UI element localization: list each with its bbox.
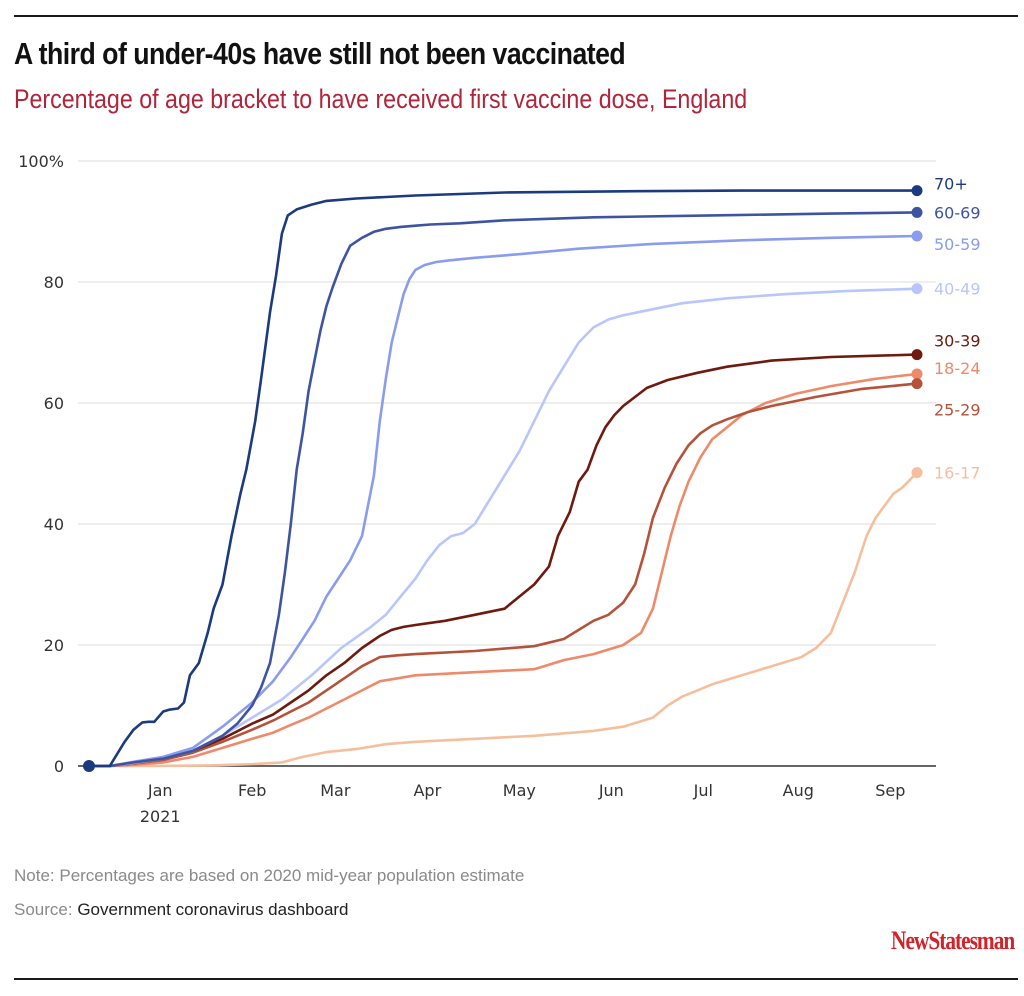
source-value: Government coronavirus dashboard (77, 900, 349, 919)
x-tick-label: Mar (320, 781, 351, 800)
series-line-50-59 (87, 234, 919, 768)
series-line-30-39 (87, 353, 919, 768)
x-tick-label: Jan (147, 781, 173, 800)
series-labels: 16-17 18-24 25-29 30-39 40-49 50-59 60-69 70+ (934, 175, 981, 483)
series-end-dot (911, 185, 923, 197)
series-line-18-24 (87, 372, 919, 768)
x-tick-label: Feb (238, 781, 266, 800)
series-end-dot (911, 467, 923, 479)
series-line-25-29 (87, 382, 919, 768)
series-label: 70+ (934, 175, 968, 194)
series-label: 50-59 (934, 235, 981, 254)
y-tick-label: 40 (44, 515, 64, 534)
chart-subtitle: Percentage of age bracket to have receiv… (14, 84, 748, 114)
y-tick-label: 100% (18, 152, 64, 171)
y-tick-label: 0 (54, 757, 64, 776)
series-label: 60-69 (934, 203, 981, 222)
series-end-dot (911, 206, 923, 218)
line-chart: 0 20 40 60 80 100% Jan 2021 Feb Mar Apr May Jun Jul A… (18, 152, 981, 826)
start-dot (83, 760, 95, 772)
series-label: 18-24 (934, 359, 981, 378)
y-tick-label: 80 (44, 273, 64, 292)
y-axis-ticks: 0 20 40 60 80 100% (18, 152, 64, 776)
x-tick-label: Jul (693, 781, 713, 800)
bottom-rule (14, 978, 1018, 980)
series-end-dot (911, 349, 923, 361)
x-tick-label: Sep (875, 781, 905, 800)
series-label: 25-29 (934, 401, 981, 420)
series-lines (87, 185, 923, 768)
x-tick-label: Aug (783, 781, 814, 800)
series-label: 16-17 (934, 464, 981, 483)
y-tick-label: 60 (44, 394, 64, 413)
chart-source: Source: Government coronavirus dashboard (14, 900, 349, 920)
series-label: 40-49 (934, 280, 981, 299)
series-end-dot (911, 230, 923, 242)
gridlines (78, 160, 936, 646)
series-line-70+ (87, 189, 919, 768)
series-line-16-17 (87, 471, 919, 768)
top-rule (14, 15, 1018, 17)
series-line-40-49 (87, 287, 919, 768)
series-line-60-69 (87, 211, 919, 768)
x-axis-ticks: Jan 2021 Feb Mar Apr May Jun Jul Aug Sep (140, 781, 906, 826)
chart-title: A third of under-40s have still not been… (14, 36, 626, 71)
x-tick-label: Apr (413, 781, 441, 800)
x-tick-sublabel: 2021 (140, 807, 181, 826)
series-label: 30-39 (934, 332, 981, 351)
series-end-dot (911, 378, 923, 390)
publisher-logo: NewStatesman (890, 926, 1015, 955)
source-label: Source: (14, 900, 78, 919)
chart-note: Note: Percentages are based on 2020 mid-… (14, 866, 525, 885)
x-tick-label: May (503, 781, 536, 800)
series-end-dot (911, 368, 923, 380)
series-end-dot (911, 283, 923, 295)
x-tick-label: Jun (598, 781, 624, 800)
y-tick-label: 20 (44, 636, 64, 655)
